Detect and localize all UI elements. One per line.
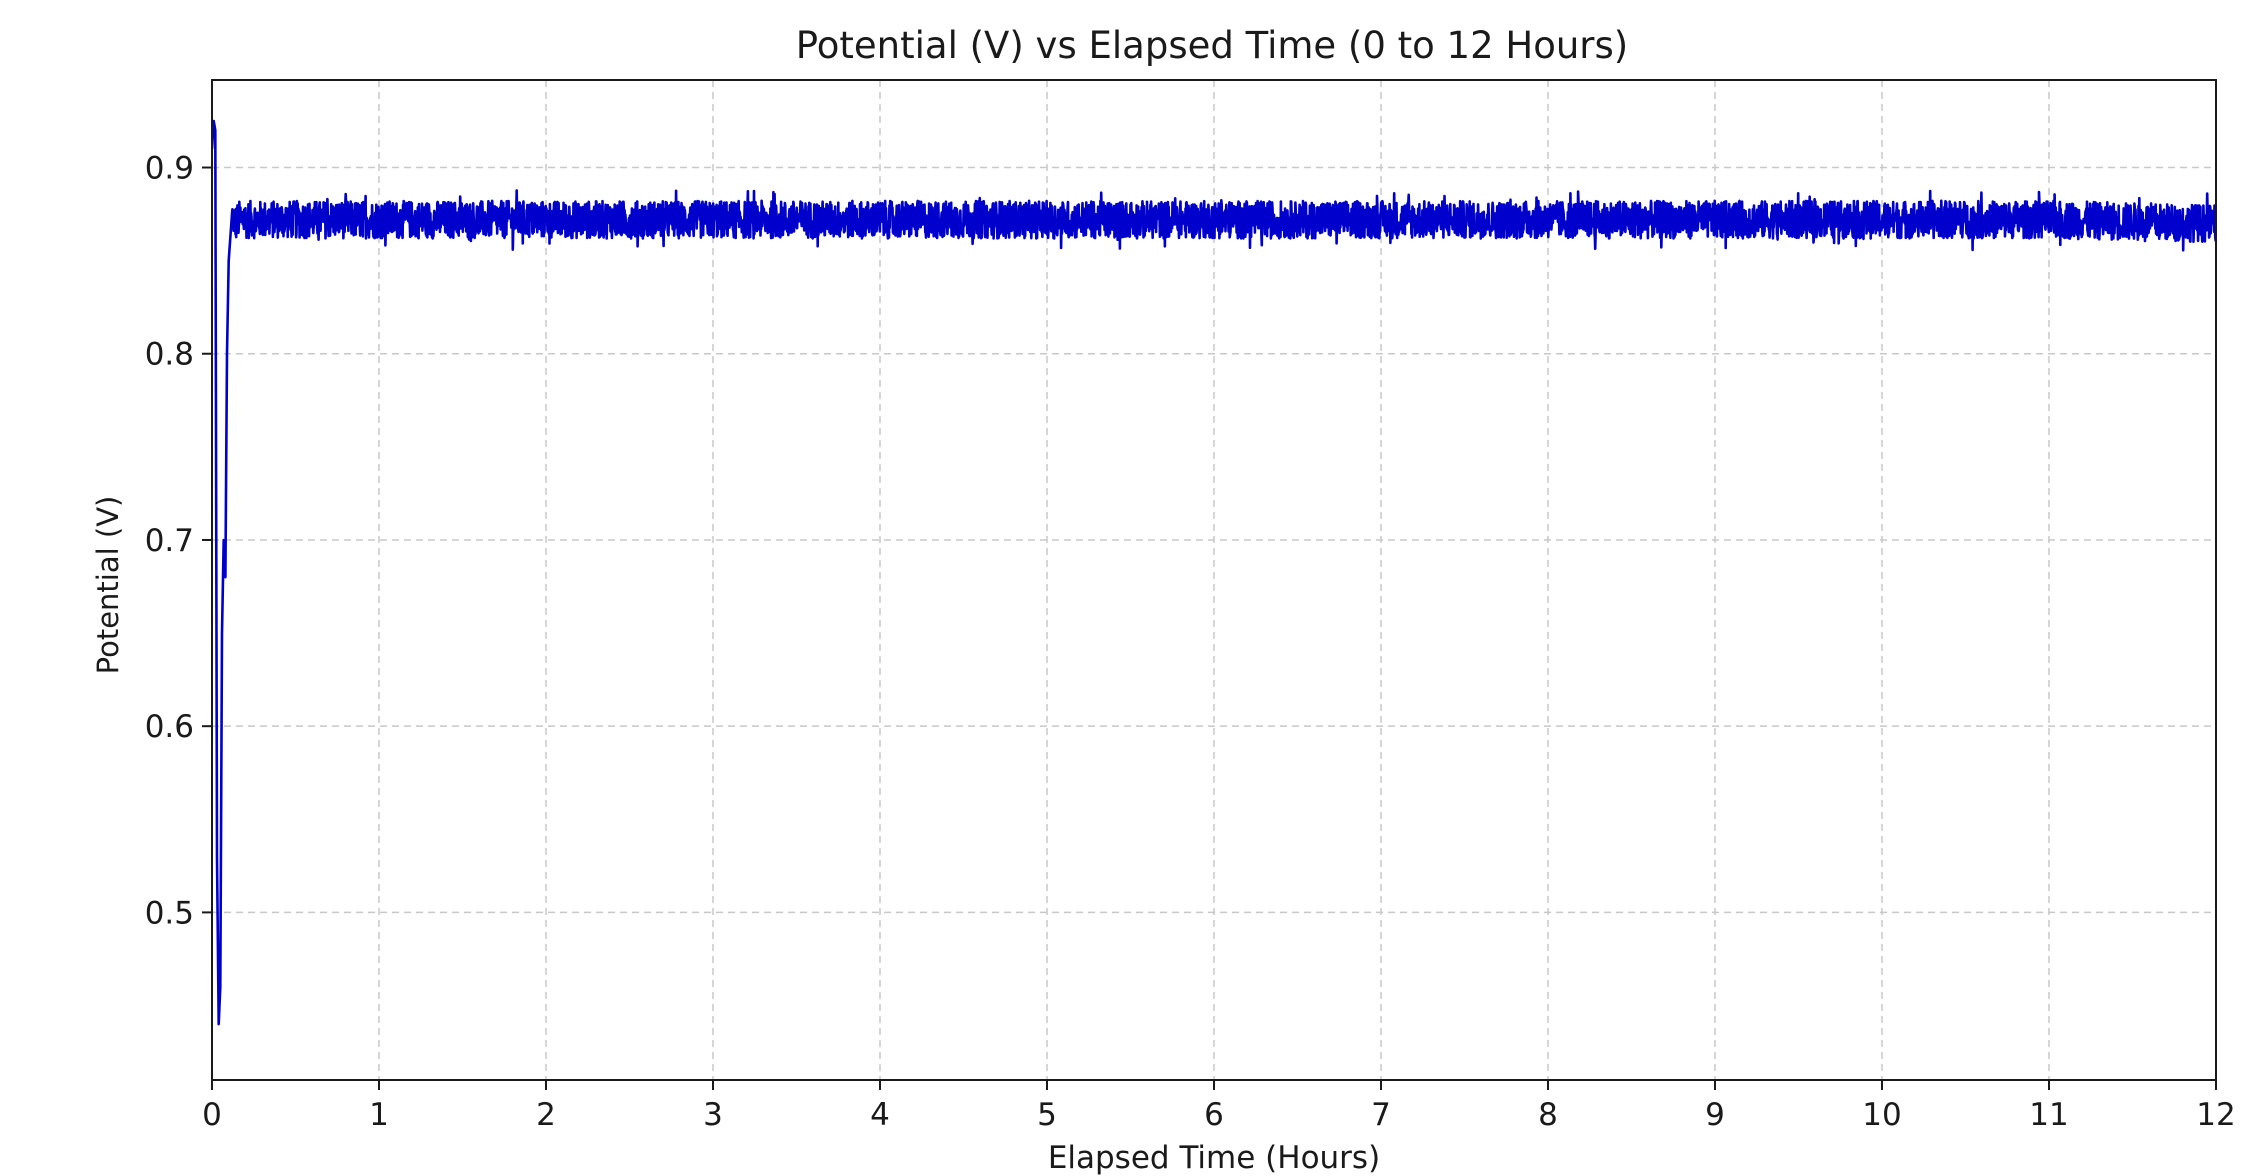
y-tick-label: 0.5: [145, 895, 194, 931]
x-axis-ticks: 0 1 2 3 4 5 6 7 8 9 10 11 12: [202, 1080, 2236, 1133]
x-tick-label: 8: [1538, 1097, 1558, 1133]
y-axis-label: Potential (V): [91, 496, 125, 675]
y-axis-ticks: 0.5 0.6 0.7 0.8 0.9: [145, 151, 212, 931]
x-tick-label: 5: [1037, 1097, 1057, 1133]
x-tick-label: 0: [202, 1097, 222, 1133]
x-tick-label: 12: [2196, 1097, 2235, 1133]
x-tick-label: 9: [1705, 1097, 1725, 1133]
x-axis-label: Elapsed Time (Hours): [1048, 1140, 1380, 1176]
x-tick-label: 10: [1862, 1097, 1901, 1133]
y-tick-label: 0.8: [145, 337, 194, 373]
x-tick-label: 6: [1204, 1097, 1224, 1133]
y-gridlines: [212, 166, 2216, 914]
x-tick-label: 2: [536, 1097, 556, 1133]
x-gridlines: [378, 80, 2050, 1080]
x-tick-label: 1: [369, 1097, 389, 1133]
x-tick-label: 11: [2029, 1097, 2068, 1133]
y-tick-label: 0.6: [145, 709, 194, 745]
chart-title: Potential (V) vs Elapsed Time (0 to 12 H…: [796, 24, 1628, 67]
x-tick-label: 7: [1371, 1097, 1391, 1133]
potential-series-line: [212, 119, 2216, 1026]
y-tick-label: 0.9: [145, 151, 194, 187]
x-tick-label: 3: [703, 1097, 723, 1133]
x-tick-label: 4: [870, 1097, 890, 1133]
y-tick-label: 0.7: [145, 523, 194, 559]
